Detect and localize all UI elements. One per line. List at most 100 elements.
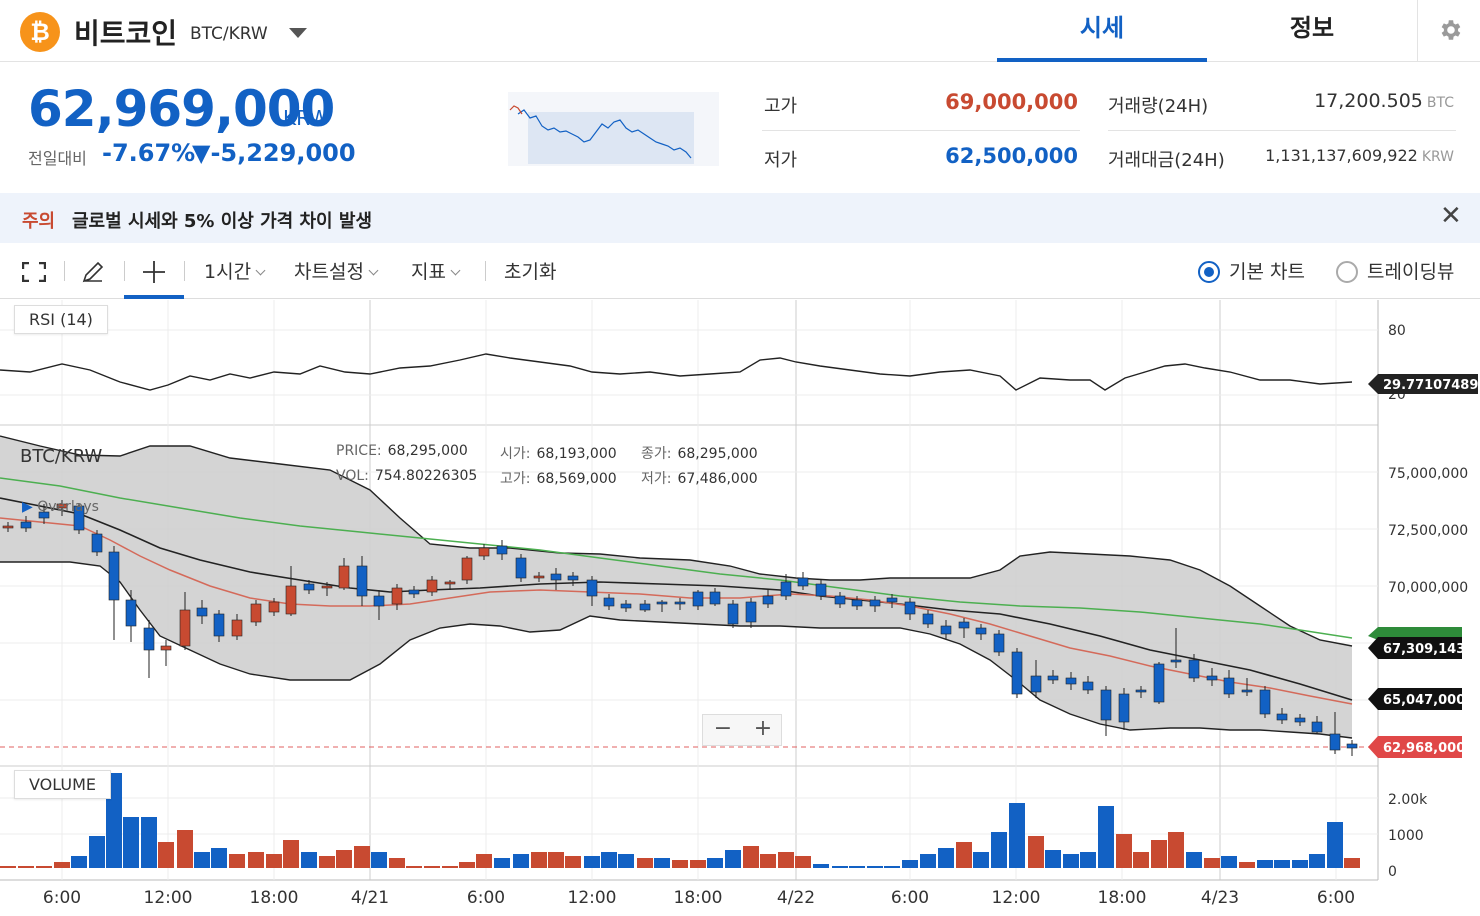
pencil-icon[interactable] [80,259,106,285]
candle-body [391,587,403,605]
tab-info[interactable]: 정보 [1289,14,1335,42]
candle-body [851,599,863,607]
ohlc-open: 시가: 68,193,000 [500,446,617,462]
volume-bar [973,852,989,868]
bollinger-lower-line [0,561,1353,739]
fullscreen-icon[interactable] [22,262,46,282]
volume-bar [1063,854,1079,868]
volume-bar [1204,858,1220,868]
basic-chart-label[interactable]: 기본 차트 [1229,261,1305,283]
candle-body [727,603,739,625]
candle-body [213,613,225,637]
candle-body [56,503,68,509]
overlays-toggle[interactable]: ▶ Overlays [22,499,99,515]
high-label: 고가 [764,96,798,117]
coin-select-caret-icon[interactable] [289,28,307,38]
ohlc-low: 저가: 67,486,000 [641,471,758,487]
x-tick-label: 4/23 [1201,888,1239,908]
volume-bar [1116,834,1132,868]
chevron-down-icon [255,265,266,276]
volume-bar [778,852,794,868]
interval-dropdown[interactable]: 1시간 [204,257,266,284]
close-icon[interactable]: ✕ [1440,201,1462,231]
ma-red-line [0,517,1353,705]
candle-body [196,607,208,617]
change-label: 전일대비 [28,149,87,168]
x-tick-label: 6:00 [467,888,505,908]
volume-bar [1009,803,1025,868]
stat-divider [762,130,1080,131]
ohlc-price: PRICE: 68,295,000 [336,443,468,459]
candle-body [338,565,350,589]
candle-body [869,599,881,607]
low-value: 62,500,000 [945,144,1078,168]
candle-body [408,589,420,595]
candle-body [533,575,545,579]
volume-bar [565,856,581,868]
candle-body [620,603,632,609]
reset-button[interactable]: 초기화 [504,261,557,283]
volume-bar [1186,852,1202,868]
ma-mid-badge-text: 65,047,000 [1383,693,1465,708]
candle-body [231,619,243,637]
volume-bar [36,866,52,868]
price-gap-notice: 주의 글로벌 시세와 5% 이상 가격 차이 발생 ✕ [0,193,1480,243]
tradingview-radio[interactable] [1336,261,1358,283]
volume-bar [1028,836,1044,868]
basic-chart-radio[interactable] [1198,261,1220,283]
settings-button[interactable] [1417,0,1480,62]
volume-bar [938,848,954,868]
volume-bar [1098,806,1114,868]
candle-body [993,633,1005,653]
current-price: 62,969,000 [28,80,335,138]
candle-body [656,601,668,605]
x-tick-label: 4/22 [777,888,815,908]
value-24h-label: 거래대금(24H) [1108,150,1225,171]
volume-bar [584,856,600,868]
volume-bar [1045,850,1061,868]
zoom-out-button[interactable]: − [713,716,733,741]
indicators-dropdown[interactable]: 지표 [411,257,461,284]
candle-body [1206,675,1218,681]
candle-body [321,585,333,589]
candle-body [426,579,438,593]
chevron-down-icon [450,265,461,276]
bollinger-upper-line [0,435,1353,647]
volume-bar [513,854,529,868]
candle-body [922,613,934,625]
candle-body [160,645,172,651]
candle-body [834,595,846,605]
tab-price[interactable]: 시세 [997,0,1207,62]
volume-bar [248,852,264,868]
candle-body [478,547,490,557]
x-tick-label: 6:00 [43,888,81,908]
price-chart[interactable]: 6:00 12:00 18:00 4/21 6:00 12:00 18:00 4/22 6:00… [0,300,1480,916]
tradingview-label[interactable]: 트레이딩뷰 [1367,261,1455,283]
rsi-value-badge [1368,374,1478,394]
volume-bar [319,856,335,868]
volume-bar [1274,860,1290,868]
candle-body [250,603,262,623]
crosshair-icon[interactable] [141,259,167,285]
toolbar-divider [64,261,65,281]
zoom-in-button[interactable]: + [753,716,773,741]
volume-bar [902,860,918,868]
candle-body [745,601,757,623]
candle-body [1047,675,1059,681]
x-tick-label: 12:00 [992,888,1041,908]
candle-body [797,577,809,587]
ohlc-vol: VOL: 754.80226305 [336,468,478,484]
candle-body [940,625,952,635]
volume-bar [884,866,900,868]
volume-bar [54,862,70,868]
candle-body [179,609,191,647]
volume-bar [654,858,670,868]
candle-body [1294,717,1306,723]
high-value: 69,000,000 [945,90,1078,114]
volume-label: VOLUME [14,770,111,799]
candle-body [143,627,155,651]
x-tick-label: 18:00 [250,888,299,908]
chart-settings-dropdown[interactable]: 차트설정 [294,257,379,284]
candle-body [1311,721,1323,733]
candle-body [444,581,456,585]
